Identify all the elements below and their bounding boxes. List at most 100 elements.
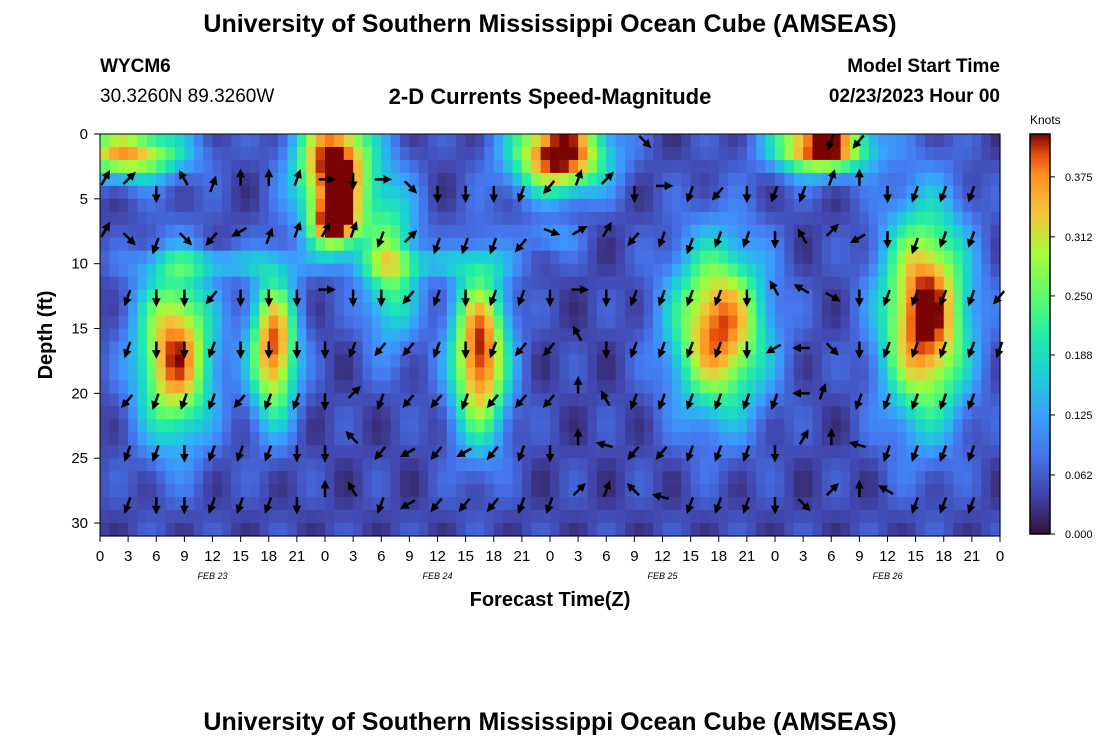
heatmap-cell [409, 445, 420, 459]
heatmap-cell [325, 328, 335, 343]
heatmap-cell [306, 445, 317, 459]
heatmap-cell [578, 393, 589, 407]
heatmap-cell [840, 146, 851, 161]
current-vector [882, 445, 891, 462]
heatmap-cell [493, 484, 504, 498]
heatmap-cell [737, 380, 748, 394]
heatmap-cell [250, 341, 260, 356]
heatmap-cell [484, 328, 495, 343]
heatmap-cell [718, 445, 729, 459]
heatmap-cell [934, 185, 945, 200]
heatmap-cell [296, 328, 307, 343]
heatmap-cell [109, 484, 120, 498]
heatmap-cell [343, 172, 354, 187]
heatmap-cell [484, 406, 495, 420]
heatmap-cell [971, 458, 982, 472]
heatmap-cell [681, 484, 692, 498]
heatmap-cell [643, 146, 654, 161]
heatmap-cell [371, 523, 382, 537]
heatmap-cell [578, 146, 589, 161]
heatmap-cell [643, 393, 654, 407]
heatmap-cell [596, 159, 607, 174]
heatmap-cell [896, 510, 907, 524]
heatmap-cell [390, 237, 401, 252]
x-tick-label: 0 [771, 548, 779, 565]
heatmap-cell [775, 497, 785, 511]
heatmap-cell [118, 250, 129, 265]
heatmap-cell [868, 172, 879, 187]
heatmap-cell [118, 237, 129, 252]
heatmap-cell [737, 497, 748, 511]
heatmap-cell [315, 134, 326, 148]
heatmap-cell [943, 250, 954, 265]
heatmap-cell [409, 341, 420, 356]
heatmap-cell [390, 289, 401, 304]
heatmap-cell [212, 134, 223, 148]
current-vector [571, 225, 588, 236]
heatmap-cell [306, 146, 317, 161]
heatmap-cell [737, 250, 748, 265]
heatmap-cell [531, 484, 542, 498]
heatmap-cell [203, 484, 214, 498]
heatmap-cell [550, 302, 560, 317]
heatmap-cell [625, 198, 635, 213]
heatmap-cell [540, 445, 551, 459]
heatmap-cell [137, 198, 148, 213]
heatmap-cell [268, 341, 279, 356]
heatmap-cell [278, 341, 289, 356]
heatmap-cell [775, 458, 785, 472]
heatmap-cell [503, 198, 514, 213]
heatmap-cell [418, 172, 429, 187]
heatmap-cell [503, 432, 514, 446]
heatmap-cell [315, 523, 326, 537]
heatmap-cell [868, 510, 879, 524]
heatmap-cell [971, 497, 982, 511]
heatmap-cell [775, 276, 785, 291]
current-vector [460, 393, 469, 411]
x-tick-label: 18 [260, 548, 277, 565]
heatmap-cell [700, 497, 710, 511]
heatmap-cell [156, 302, 167, 317]
heatmap-cell [690, 328, 701, 343]
heatmap-cell [775, 484, 785, 498]
heatmap-cell [156, 432, 167, 446]
heatmap-cell [718, 146, 729, 161]
heatmap-cell [821, 302, 832, 317]
x-tick-label: 12 [879, 548, 896, 565]
heatmap-cell [550, 250, 560, 265]
x-tick-label: 3 [799, 548, 807, 565]
current-vector [205, 231, 218, 247]
heatmap-cell [446, 134, 457, 148]
heatmap-cell [887, 354, 898, 369]
heatmap-cell [137, 393, 148, 407]
heatmap-cell [334, 367, 345, 381]
heatmap-cell [634, 419, 645, 433]
heatmap-cell [456, 250, 467, 265]
heatmap-cell [165, 380, 176, 394]
heatmap-cell [146, 419, 157, 433]
heatmap-cell [118, 380, 129, 394]
heatmap-cell [334, 263, 345, 278]
x-tick-label: 6 [377, 548, 385, 565]
heatmap-cell [578, 276, 589, 291]
heatmap-cell [475, 341, 485, 356]
heatmap-cell [193, 263, 204, 278]
heatmap-cell [971, 445, 982, 459]
heatmap-cell [756, 289, 767, 304]
heatmap-cell [381, 341, 392, 356]
heatmap-cell [568, 406, 579, 420]
heatmap-cell [887, 432, 898, 446]
heatmap-cell [878, 134, 889, 148]
heatmap-cell [793, 523, 804, 537]
heatmap-cell [278, 471, 289, 485]
heatmap-cell [437, 484, 448, 498]
heatmap-cell [896, 302, 907, 317]
heatmap-cell [400, 211, 410, 226]
heatmap-cell [137, 432, 148, 446]
heatmap-cell [381, 497, 392, 511]
heatmap-cell [343, 523, 354, 537]
heatmap-cell [709, 471, 720, 485]
heatmap-cell [221, 211, 232, 226]
heatmap-cell [606, 510, 617, 524]
heatmap-cell [540, 211, 551, 226]
